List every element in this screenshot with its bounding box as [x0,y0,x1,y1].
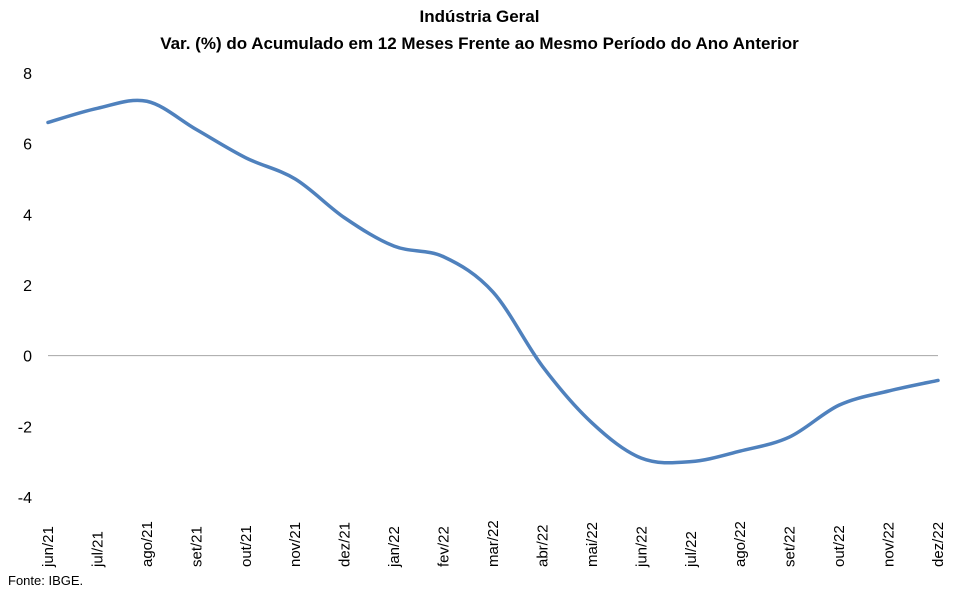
x-tick-label: set/21 [188,526,205,567]
x-tick-label: dez/22 [930,522,947,567]
data-point [491,290,495,294]
x-tick-label: fev/22 [436,526,453,567]
x-tick-label: jul/22 [683,531,700,568]
data-point [244,156,248,160]
x-tick-label: out/21 [238,525,255,567]
data-point [194,128,198,132]
x-tick-label: ago/21 [139,521,156,567]
x-tick-label: set/22 [782,526,799,567]
data-point [837,403,841,407]
series-line [46,98,940,465]
data-point [936,378,940,382]
x-tick-label: jun/21 [40,526,57,568]
data-point [689,460,693,464]
data-point [590,421,594,425]
chart-title: Indústria Geral [419,7,540,26]
y-tick-label: 8 [23,66,32,83]
x-tick-label: jun/22 [633,526,650,568]
data-point [46,120,50,124]
x-tick-label: mai/22 [584,522,601,567]
data-point [343,216,347,220]
y-tick-label: 4 [23,207,32,224]
x-tick-label: mar/22 [485,520,502,567]
y-tick-label: -4 [18,490,32,507]
data-point [95,106,99,110]
data-point [442,255,446,259]
data-point [788,435,792,439]
y-tick-label: -2 [18,419,32,436]
chart-subtitle: Var. (%) do Acumulado em 12 Meses Frente… [160,34,799,53]
y-tick-label: 2 [23,278,32,295]
data-point [887,389,891,393]
x-tick-label: ago/22 [732,521,749,567]
y-tick-label: 6 [23,137,32,154]
x-tick-label: abr/22 [534,524,551,567]
data-point [540,364,544,368]
y-tick-label: 0 [23,349,32,366]
data-point [738,449,742,453]
x-tick-label: out/22 [831,525,848,567]
data-point [392,244,396,248]
data-point [639,456,643,460]
source-note: Fonte: IBGE. [8,573,84,588]
x-tick-label: jul/21 [89,531,106,568]
data-point [145,99,149,103]
x-tick-label: dez/21 [337,522,354,567]
x-tick-label: jan/22 [386,526,403,568]
x-tick-label: nov/21 [287,522,304,567]
data-point [293,177,297,181]
x-tick-label: nov/22 [881,522,898,567]
